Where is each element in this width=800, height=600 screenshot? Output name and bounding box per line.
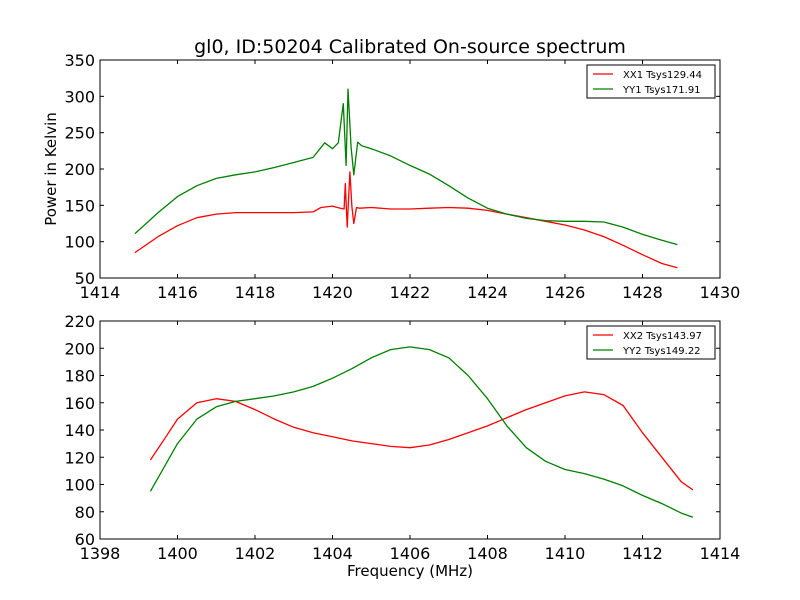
legend-label: XX2 Tsys143.97 bbox=[623, 331, 702, 342]
x-tick-label: 1414 bbox=[80, 283, 121, 302]
series-line-2-1 bbox=[149, 391, 694, 491]
y-tick-label: 150 bbox=[64, 196, 95, 215]
y-tick-label: 160 bbox=[64, 394, 95, 413]
x-tick-label: 1410 bbox=[545, 544, 586, 563]
y-tick-label: 140 bbox=[64, 421, 95, 440]
y-tick-label: 200 bbox=[64, 160, 95, 179]
x-tick-label: 1420 bbox=[312, 283, 353, 302]
x-tick-label: 1424 bbox=[467, 283, 508, 302]
bottom-panel: 1398 1400 1402 1404 1406 1408 1410 1412 1414 60 80… bbox=[64, 312, 740, 580]
x-tick-label: 1418 bbox=[235, 283, 276, 302]
y-tick-label: 300 bbox=[64, 87, 95, 106]
y-tick-label: 250 bbox=[64, 124, 95, 143]
x-axis-title: Frequency (MHz) bbox=[347, 562, 473, 580]
legend: XX2 Tsys143.97 YY2 Tsys149.22 bbox=[586, 325, 716, 360]
y-axis-title: Power in Kelvin bbox=[42, 112, 60, 226]
x-tick-label: 1412 bbox=[622, 544, 663, 563]
y-tick-label: 350 bbox=[64, 51, 95, 70]
series-line-2-2 bbox=[149, 346, 694, 518]
legend-box bbox=[586, 325, 716, 360]
x-tick-label: 1402 bbox=[235, 544, 276, 563]
x-tick-label: 1428 bbox=[622, 283, 663, 302]
x-tick-label: 1414 bbox=[700, 544, 741, 563]
y-tick-label: 180 bbox=[64, 367, 95, 386]
legend-label: YY1 Tsys171.91 bbox=[622, 85, 701, 96]
x-tick-label: 1430 bbox=[700, 283, 741, 302]
y-tick-label: 100 bbox=[64, 233, 95, 252]
x-tick-label: 1404 bbox=[312, 544, 353, 563]
y-tick-label: 50 bbox=[75, 269, 95, 288]
legend-label: XX1 Tsys129.44 bbox=[623, 70, 702, 81]
x-tick-label: 1400 bbox=[157, 544, 198, 563]
chart-title: gl0, ID:50204 Calibrated On-source spect… bbox=[194, 36, 626, 58]
x-tick-label: 1398 bbox=[80, 544, 121, 563]
y-tick-label: 200 bbox=[64, 339, 95, 358]
series-line-1-2 bbox=[134, 88, 678, 246]
legend: XX1 Tsys129.44 YY1 Tsys171.91 bbox=[586, 64, 716, 99]
x-tick-label: 1408 bbox=[467, 544, 508, 563]
y-tick-label: 100 bbox=[64, 476, 95, 495]
y-tick-label: 120 bbox=[64, 448, 95, 467]
x-tick-label: 1426 bbox=[545, 283, 586, 302]
x-tick-label: 1416 bbox=[157, 283, 198, 302]
y-tick-label: 80 bbox=[75, 503, 95, 522]
y-tick-label: 220 bbox=[64, 312, 95, 331]
x-tick-label: 1406 bbox=[390, 544, 431, 563]
top-panel: 1414 1416 1418 1420 1422 1424 1426 1428 1430 50 10… bbox=[42, 51, 740, 302]
y-tick-label: 60 bbox=[75, 530, 95, 549]
x-tick-label: 1422 bbox=[390, 283, 431, 302]
legend-label: YY2 Tsys149.22 bbox=[622, 346, 701, 357]
legend-box bbox=[586, 64, 716, 99]
series-line-1-1 bbox=[134, 171, 678, 269]
